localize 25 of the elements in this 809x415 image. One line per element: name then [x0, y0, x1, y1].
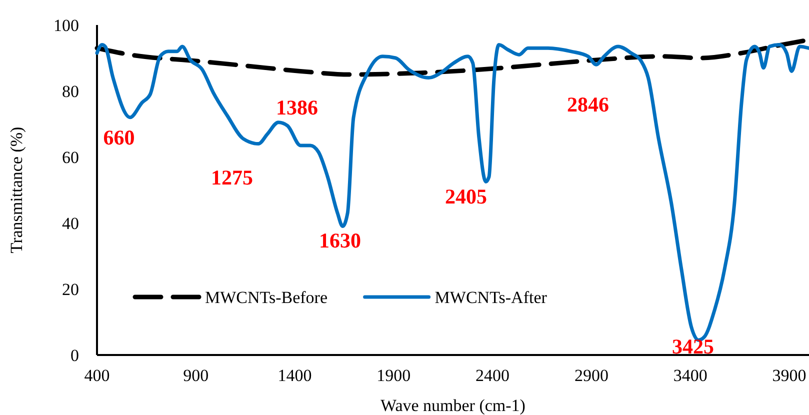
x-tick-label: 900: [183, 366, 209, 385]
x-tick-label: 400: [84, 366, 110, 385]
y-tick-label: 60: [62, 148, 79, 167]
y-tick-label: 80: [62, 82, 79, 101]
legend-label: MWCNTs-Before: [205, 288, 328, 307]
annotation: 660: [103, 125, 135, 150]
y-tick-label: 20: [62, 280, 79, 299]
y-tick-label: 100: [54, 16, 79, 35]
annotation: 2846: [567, 92, 609, 116]
y-axis-title: Transmittance (%): [7, 126, 26, 254]
x-tick-label: 2400: [476, 366, 510, 385]
x-tick-label: 2900: [574, 366, 608, 385]
x-tick-label: 1400: [278, 366, 312, 385]
annotation: 1275: [211, 165, 253, 190]
y-tick-label: 0: [70, 346, 79, 365]
annotation: 2405: [445, 184, 487, 208]
legend-label: MWCNTs-After: [434, 288, 548, 307]
x-tick-label: 3900: [772, 366, 806, 385]
y-tick-label: 40: [62, 214, 79, 233]
x-tick-label: 3400: [673, 366, 708, 385]
annotation: 3425: [672, 334, 714, 358]
x-axis-title: Wave number (cm-1): [380, 396, 526, 415]
x-tick-label: 1900: [376, 366, 411, 385]
annotation: 1386: [276, 95, 318, 120]
annotation: 1630: [319, 228, 361, 252]
